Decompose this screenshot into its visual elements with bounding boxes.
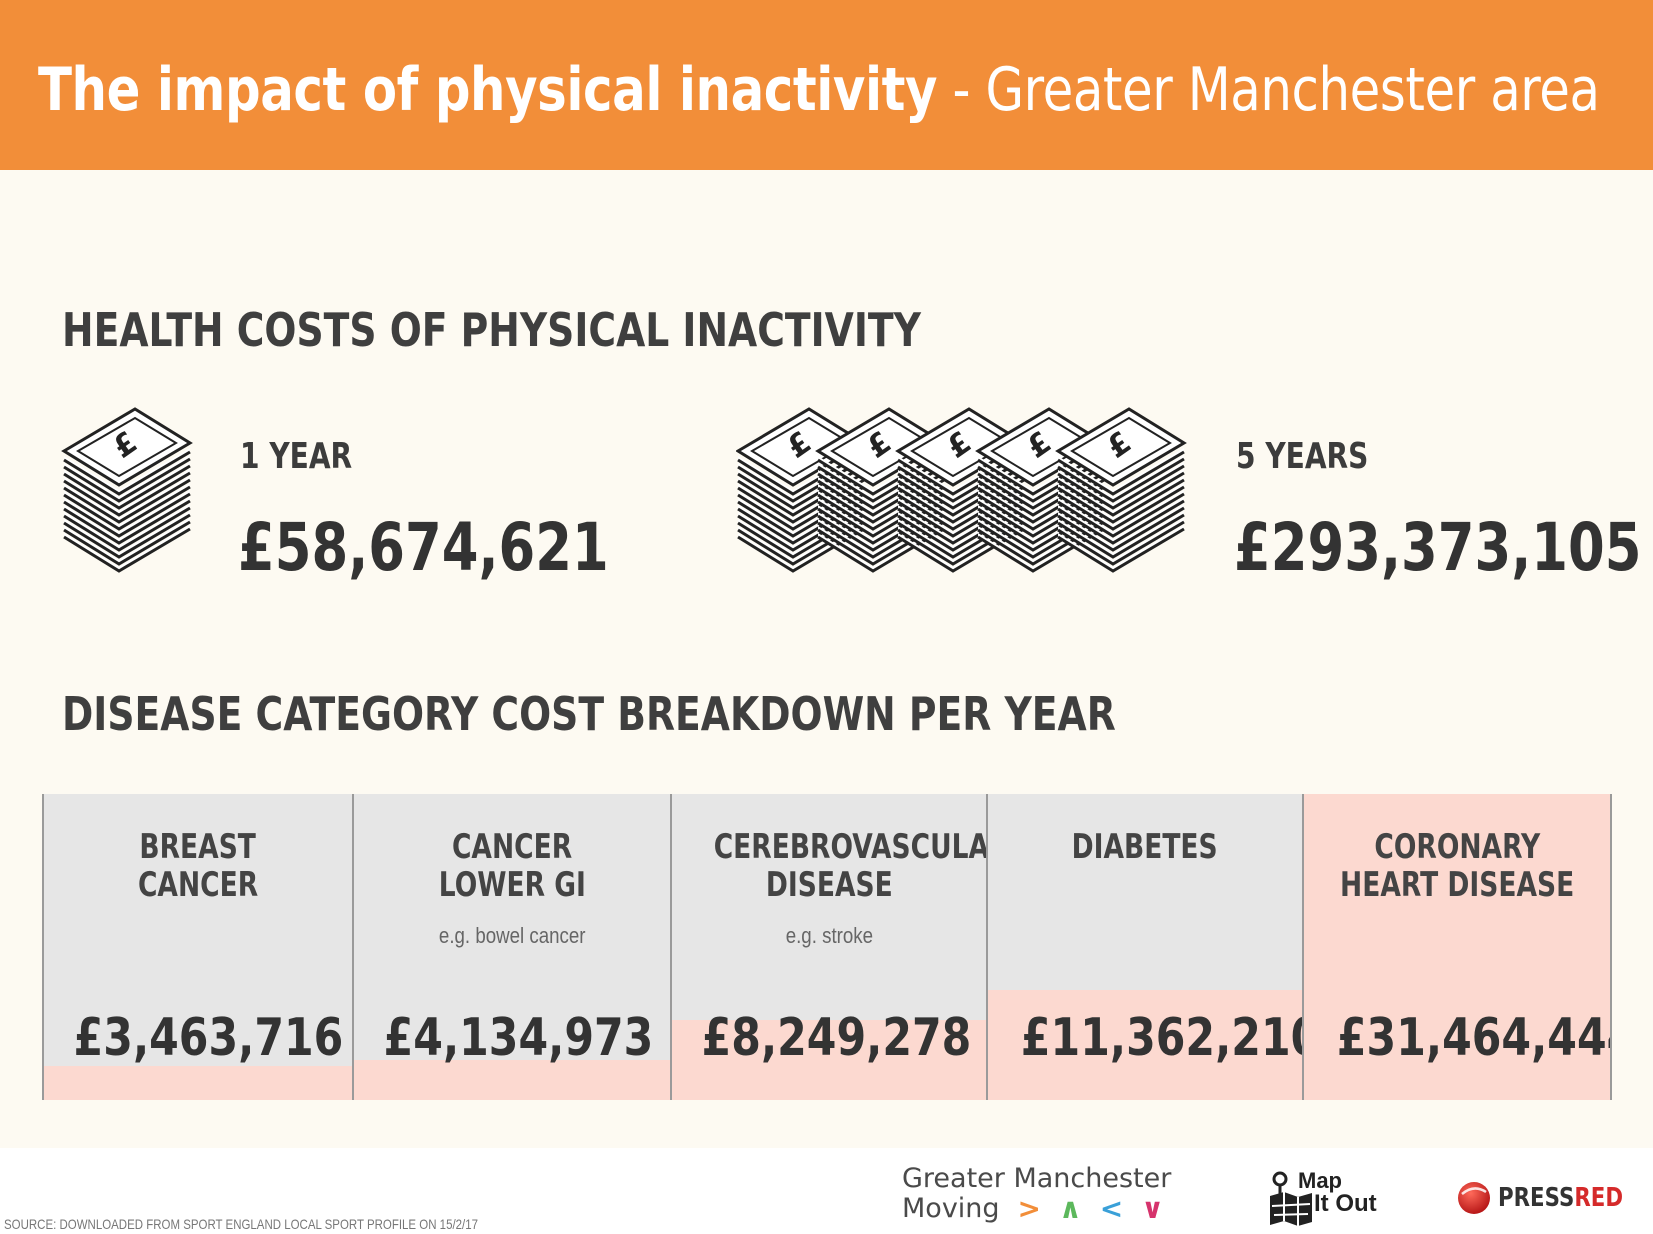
disease-cost-bar	[44, 1066, 352, 1100]
note-edge	[63, 464, 191, 510]
disease-example-text: e.g. stroke	[785, 923, 873, 948]
disease-column: CORONARY HEART DISEASE £31,464,444	[1302, 794, 1612, 1100]
note-edge	[63, 499, 191, 545]
health-costs-title: HEALTH COSTS OF PHYSICAL INACTIVITY	[62, 303, 921, 357]
note-edge	[63, 478, 191, 524]
disease-cost-value: £31,464,444	[1336, 1008, 1612, 1068]
note-edge	[1057, 457, 1185, 503]
note-edge	[1057, 478, 1185, 524]
pressred-red: RED	[1574, 1183, 1624, 1213]
disease-name-line: CANCER	[451, 827, 573, 867]
pound-note-stack-icon: £	[61, 407, 193, 573]
header-banner: The impact of physical inactivity - Grea…	[0, 0, 1653, 170]
gmm-logo-moving: Moving	[902, 1193, 1000, 1224]
pound-note-stacks-icon: £ £ £ £ £	[736, 407, 1187, 573]
disease-column: CEREBROVASCULAR DISEASE e.g. stroke £8,249,…	[670, 794, 986, 1100]
disease-name: CANCER LOWER GI	[354, 828, 670, 904]
disease-name-line: BREAST	[139, 827, 257, 867]
disease-cost-label: £3,463,716	[44, 1008, 352, 1068]
gmm-arrow-icon: ∧	[1059, 1192, 1082, 1225]
note-edge	[1057, 499, 1185, 545]
note-edge	[1057, 485, 1185, 531]
disease-cost-label: £31,464,444	[1304, 1008, 1610, 1068]
note-edge	[63, 513, 191, 559]
note-edge	[63, 520, 191, 566]
disease-cost-bar	[672, 1019, 986, 1100]
disease-cost-label: £11,362,210	[988, 1008, 1302, 1068]
disease-cost-bar	[354, 1059, 670, 1100]
disease-cost-value: £3,463,716	[73, 1008, 344, 1068]
note-edge	[63, 450, 191, 496]
disease-cost-value: £4,134,973	[383, 1008, 654, 1068]
gmm-arrow-icon: <	[1099, 1192, 1124, 1225]
disease-example: e.g. bowel cancer	[354, 922, 670, 950]
note-edge	[1057, 464, 1185, 510]
note-edge	[63, 506, 191, 552]
disease-cost-label: £4,134,973	[354, 1008, 670, 1068]
one-year-label: 1 YEAR	[240, 436, 353, 477]
disease-name-line: DIABETES	[1071, 827, 1219, 867]
greater-manchester-moving-logo: Greater Manchester Moving > ∧ < ∨	[902, 1164, 1171, 1224]
source-note: SOURCE: DOWNLOADED FROM SPORT ENGLAND LO…	[4, 1216, 478, 1232]
disease-name: BREAST CANCER	[44, 828, 352, 904]
five-year-label: 5 YEARS	[1236, 436, 1369, 477]
pressred-press: PRESS	[1498, 1183, 1575, 1213]
note-edge	[1057, 471, 1185, 517]
disease-name-line: DISEASE	[765, 865, 893, 905]
five-year-value: £293,373,105	[1234, 509, 1642, 586]
gmm-arrow-icon: >	[1017, 1192, 1042, 1225]
note-edge	[1057, 492, 1185, 538]
gmm-logo-line1: Greater Manchester	[902, 1163, 1172, 1194]
disease-name-line: CORONARY	[1374, 827, 1540, 867]
disease-name-line: HEART DISEASE	[1339, 865, 1575, 905]
note-edge	[63, 492, 191, 538]
disease-column: DIABETES £11,362,210	[986, 794, 1302, 1100]
disease-cost-bar	[1304, 794, 1610, 1100]
note-edge	[63, 471, 191, 517]
disease-name-line: CEREBROVASCULAR	[713, 827, 986, 867]
note-edge	[1057, 513, 1185, 559]
page-title-main: The impact of physical inactivity	[38, 55, 938, 125]
note-inner-border	[76, 416, 178, 478]
note-edge	[1057, 527, 1185, 573]
note-edge	[63, 485, 191, 531]
disease-cost-value: £11,362,210	[1020, 1008, 1302, 1068]
disease-name-line: LOWER GI	[438, 865, 586, 905]
breakdown-title: DISEASE CATEGORY COST BREAKDOWN PER YEAR	[62, 687, 1116, 741]
note-inner-border	[1070, 416, 1172, 478]
map-it-out-line2: It Out	[1314, 1190, 1377, 1217]
footer	[0, 1148, 1653, 1234]
gmm-logo-line2: Moving > ∧ < ∨	[902, 1194, 1171, 1224]
disease-name: CEREBROVASCULAR DISEASE	[672, 828, 986, 904]
map-pin-icon	[1270, 1171, 1312, 1226]
disease-name: DIABETES	[988, 828, 1302, 866]
disease-column: BREAST CANCER £3,463,716	[42, 794, 352, 1100]
disease-example: e.g. stroke	[672, 922, 986, 950]
disease-cost-label: £8,249,278	[672, 1008, 986, 1068]
gmm-arrow-icon: ∨	[1141, 1192, 1164, 1225]
note-edge	[63, 457, 191, 503]
map-it-out-logo: Map It Out	[1268, 1170, 1388, 1226]
disease-name: CORONARY HEART DISEASE	[1304, 828, 1610, 904]
note-top	[1055, 407, 1187, 487]
pressred-logo: PRESSRED	[1456, 1178, 1651, 1218]
one-year-value: £58,674,621	[238, 509, 609, 586]
page-title-region: - Greater Manchester area	[937, 55, 1600, 125]
note-edge	[63, 527, 191, 573]
page-title: The impact of physical inactivity - Grea…	[38, 50, 1600, 130]
note-top	[61, 407, 193, 487]
disease-name-line: CANCER	[137, 865, 259, 905]
disease-column: CANCER LOWER GI e.g. bowel cancer £4,134,97…	[352, 794, 670, 1100]
disease-cost-value: £8,249,278	[701, 1008, 972, 1068]
note-edge	[1057, 506, 1185, 552]
disease-example-text: e.g. bowel cancer	[438, 923, 586, 948]
red-ball-icon	[1458, 1182, 1490, 1214]
disease-cost-bar	[988, 989, 1302, 1100]
disease-cost-chart: BREAST CANCER £3,463,716 CANCER LOWER GI e.g.…	[42, 794, 1612, 1100]
note-edge	[1057, 450, 1185, 496]
note-edge	[1057, 520, 1185, 566]
map-it-out-line1: Map	[1298, 1168, 1342, 1193]
